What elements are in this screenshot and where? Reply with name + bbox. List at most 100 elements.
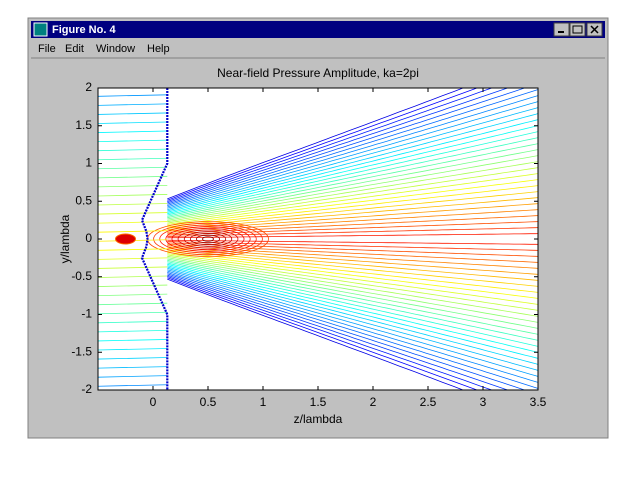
contour-line: [167, 197, 538, 281]
contour-line: [167, 161, 538, 317]
menu-window[interactable]: Window: [96, 43, 135, 55]
contour-line: [195, 234, 221, 244]
contour-line: [98, 221, 168, 224]
contour-line: [98, 275, 168, 278]
contour-line: [183, 231, 233, 247]
contour-line: [167, 88, 479, 390]
contour-line: [98, 257, 168, 260]
contour-line: [98, 203, 168, 206]
contour-line: [98, 375, 168, 378]
contour-line: [98, 121, 168, 124]
contour-line: [167, 179, 538, 299]
contour-line: [98, 266, 168, 269]
y-tick-label: -2: [81, 382, 92, 396]
contour-line: [171, 227, 245, 251]
contour-line: [167, 95, 538, 383]
contour-line: [98, 284, 168, 287]
contour-line: [167, 155, 538, 323]
y-tick-label: 0: [85, 231, 92, 245]
minimize-button[interactable]: [553, 22, 570, 37]
contour-line: [98, 194, 168, 197]
contour-line: [167, 88, 509, 390]
contour-line: [98, 302, 168, 306]
contour-line: [177, 229, 239, 249]
contour-line: [98, 329, 168, 333]
y-tick-label: -0.5: [71, 269, 92, 283]
contour-line: [98, 139, 168, 143]
contour-line: [167, 137, 538, 341]
contour-line: [98, 148, 168, 152]
contour-line: [98, 248, 168, 251]
contour-line: [98, 384, 168, 387]
menu-help[interactable]: Help: [147, 43, 170, 55]
contour-line: [189, 232, 227, 246]
contour-line: [98, 157, 168, 161]
contour-line: [159, 224, 257, 254]
title-bar: [31, 21, 605, 38]
x-axis-label: z/lambda: [294, 412, 343, 426]
y-tick-label: -1.5: [71, 344, 92, 358]
contour-line: [167, 185, 538, 293]
contour-line: [167, 113, 538, 365]
contour-line: [167, 88, 493, 390]
y-tick-label: 2: [85, 80, 92, 94]
close-icon: [590, 25, 599, 34]
x-tick-label: 1: [260, 395, 267, 409]
maximize-icon: [572, 25, 583, 34]
contour-line: [98, 112, 168, 115]
boundary-line: [140, 88, 169, 390]
contour-line: [167, 173, 538, 305]
contour-line: [167, 131, 538, 347]
x-tick-label: 1.5: [310, 395, 327, 409]
menu-file[interactable]: File: [38, 43, 56, 55]
y-axis-label: y/lambda: [58, 214, 72, 263]
contour-line: [167, 167, 538, 311]
contour-line: [167, 89, 538, 389]
maximize-button[interactable]: [569, 22, 586, 37]
contour-line: [98, 357, 168, 360]
contour-line: [98, 175, 168, 179]
contour-line: [167, 88, 526, 390]
contour-line: [167, 227, 538, 251]
menu-edit[interactable]: Edit: [65, 43, 84, 55]
plot-area: [98, 88, 538, 390]
window-buttons: [553, 22, 603, 37]
contour-line: [98, 348, 168, 351]
contour-line: [98, 230, 168, 233]
contour-line: [202, 236, 214, 242]
contour-line: [98, 320, 168, 324]
x-tick-label: 2.5: [420, 395, 437, 409]
contour-line: [115, 233, 136, 245]
contour-line: [98, 293, 168, 297]
y-tick-label: 0.5: [75, 193, 92, 207]
contour-line: [98, 184, 168, 188]
contour-line: [167, 125, 538, 353]
contour-line: [167, 191, 538, 287]
contour-line: [98, 339, 168, 342]
contour-line: [98, 94, 168, 97]
x-tick-label: 2: [370, 395, 377, 409]
contour-line: [167, 88, 465, 390]
contour-line: [98, 311, 168, 315]
contour-line: [98, 103, 168, 106]
contour-line: [165, 226, 251, 252]
y-tick-label: 1.5: [75, 118, 92, 132]
contour-line: [98, 366, 168, 369]
contour-line: [98, 130, 168, 133]
x-tick-label: 3: [480, 395, 487, 409]
y-tick-label: 1: [85, 156, 92, 170]
x-tick-label: 0.5: [200, 395, 217, 409]
contour-line: [167, 107, 538, 371]
x-tick-label: 3.5: [530, 395, 547, 409]
contour-line: [167, 149, 538, 329]
chart-title: Near-field Pressure Amplitude, ka=2pi: [217, 66, 419, 80]
window-title: Figure No. 4: [52, 24, 116, 36]
x-tick-label: 0: [150, 395, 157, 409]
contours: [98, 88, 538, 390]
contour-line: [167, 119, 538, 359]
y-tick-label: -1: [81, 307, 92, 321]
contour-line: [98, 212, 168, 215]
contour-line: [167, 143, 538, 335]
contour-line: [167, 101, 538, 377]
